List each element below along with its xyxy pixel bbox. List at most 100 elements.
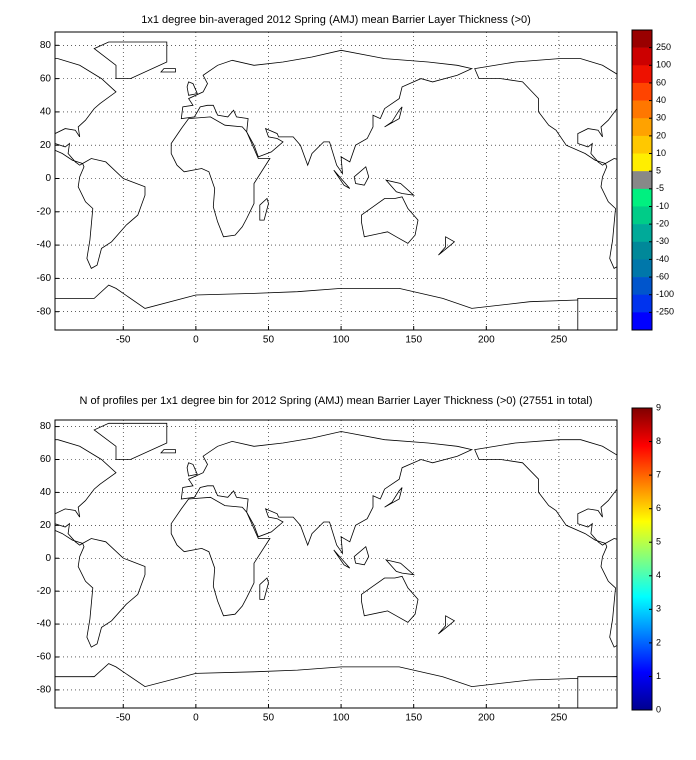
- map-title: N of profiles per 1x1 degree bin for 201…: [79, 395, 592, 407]
- map-title: 1x1 degree bin-averaged 2012 Spring (AMJ…: [141, 14, 531, 26]
- colorbar-label: 3: [656, 604, 661, 614]
- colorbar-label: 0: [656, 704, 661, 714]
- x-tick-label: 200: [478, 335, 495, 346]
- coastline: [93, 41, 168, 79]
- colorbar-segment: [632, 188, 652, 207]
- y-tick-label: 60: [40, 454, 52, 465]
- colorbar-frame: [631, 407, 653, 711]
- coastline: [361, 575, 419, 623]
- colorbar-segment: [632, 65, 652, 84]
- colorbar-label: 5: [656, 537, 661, 547]
- coastline: [577, 676, 617, 708]
- coastline: [600, 538, 617, 648]
- coastline: [93, 422, 168, 460]
- colorbar-label: 1: [656, 671, 661, 681]
- x-tick-label: 50: [263, 335, 275, 346]
- colorbar-segment: [632, 312, 652, 331]
- colorbar-segment: [632, 82, 652, 101]
- coastline: [384, 106, 403, 128]
- y-tick-label: 80: [40, 40, 52, 51]
- x-tick-label: 0: [193, 335, 199, 346]
- colorbar-label: 60: [656, 77, 666, 87]
- colorbar-frame: [631, 29, 653, 331]
- colorbar: [632, 408, 652, 710]
- y-tick-label: -80: [37, 685, 52, 696]
- y-tick-label: 20: [40, 140, 52, 151]
- x-tick-label: 250: [551, 713, 568, 724]
- colorbar-label: 40: [656, 95, 666, 105]
- coastline: [577, 297, 617, 330]
- y-tick-label: 20: [40, 520, 52, 531]
- colorbar-segment: [632, 294, 652, 313]
- colorbar-label: 8: [656, 436, 661, 446]
- coastline: [55, 284, 617, 330]
- colorbar-segment: [632, 241, 652, 260]
- colorbar-segment: [632, 153, 652, 172]
- y-tick-label: 60: [40, 73, 52, 84]
- coastline: [186, 81, 198, 96]
- colorbar-segment: [632, 206, 652, 225]
- colorbar-label: -60: [656, 271, 669, 281]
- colorbar-label: 6: [656, 503, 661, 513]
- colorbar-label: 7: [656, 469, 661, 479]
- colorbar-label: -40: [656, 254, 669, 264]
- coastline: [55, 439, 117, 546]
- coastline: [474, 439, 617, 546]
- y-tick-label: 80: [40, 421, 52, 432]
- colorbar-segment: [632, 118, 652, 137]
- colorbar-segment: [632, 135, 652, 154]
- coastline: [384, 179, 415, 196]
- x-tick-label: 250: [551, 335, 568, 346]
- x-tick-label: 200: [478, 713, 495, 724]
- y-tick-label: 0: [45, 553, 51, 564]
- x-tick-label: 150: [405, 335, 422, 346]
- x-tick-label: 100: [333, 335, 350, 346]
- colorbar-label: 20: [656, 130, 666, 140]
- coastline: [353, 545, 370, 566]
- colorbar-segment: [632, 47, 652, 66]
- map-frame: [54, 31, 618, 331]
- x-tick-label: 0: [193, 713, 199, 724]
- colorbar-segment: [632, 100, 652, 119]
- colorbar-label: -100: [656, 289, 674, 299]
- y-tick-label: 40: [40, 487, 52, 498]
- colorbar-segment: [632, 259, 652, 278]
- coastline: [474, 58, 617, 166]
- y-tick-label: -40: [37, 240, 52, 251]
- colorbar-label: -250: [656, 307, 674, 317]
- colorbar-label: -5: [656, 183, 664, 193]
- y-tick-label: -20: [37, 586, 52, 597]
- coastline: [180, 49, 474, 175]
- coastline: [160, 449, 176, 454]
- map-area: [55, 41, 617, 330]
- map-area: [55, 422, 617, 708]
- coastline: [384, 487, 403, 508]
- coastline: [333, 169, 351, 189]
- coastline: [438, 615, 456, 635]
- y-tick-label: -80: [37, 306, 52, 317]
- coastline: [160, 68, 176, 73]
- y-tick-label: -20: [37, 206, 52, 217]
- y-tick-label: -40: [37, 619, 52, 630]
- coastline: [259, 197, 269, 221]
- coastline: [333, 549, 351, 569]
- coastline: [438, 236, 456, 256]
- coastline: [77, 538, 146, 648]
- colorbar-label: 30: [656, 113, 666, 123]
- colorbar-segment: [632, 171, 652, 190]
- colorbar-label: 9: [656, 402, 661, 412]
- coastline: [600, 158, 617, 269]
- colorbar-label: -30: [656, 236, 669, 246]
- y-tick-label: -60: [37, 273, 52, 284]
- colorbar-label: -20: [656, 218, 669, 228]
- coastline: [186, 462, 198, 477]
- coastline: [77, 158, 146, 269]
- y-tick-label: 40: [40, 107, 52, 118]
- coastline: [170, 116, 271, 238]
- coastline: [384, 559, 415, 576]
- colorbar-label: 100: [656, 60, 671, 70]
- x-tick-label: 150: [405, 713, 422, 724]
- map-frame: [54, 419, 618, 709]
- coastline: [259, 577, 269, 600]
